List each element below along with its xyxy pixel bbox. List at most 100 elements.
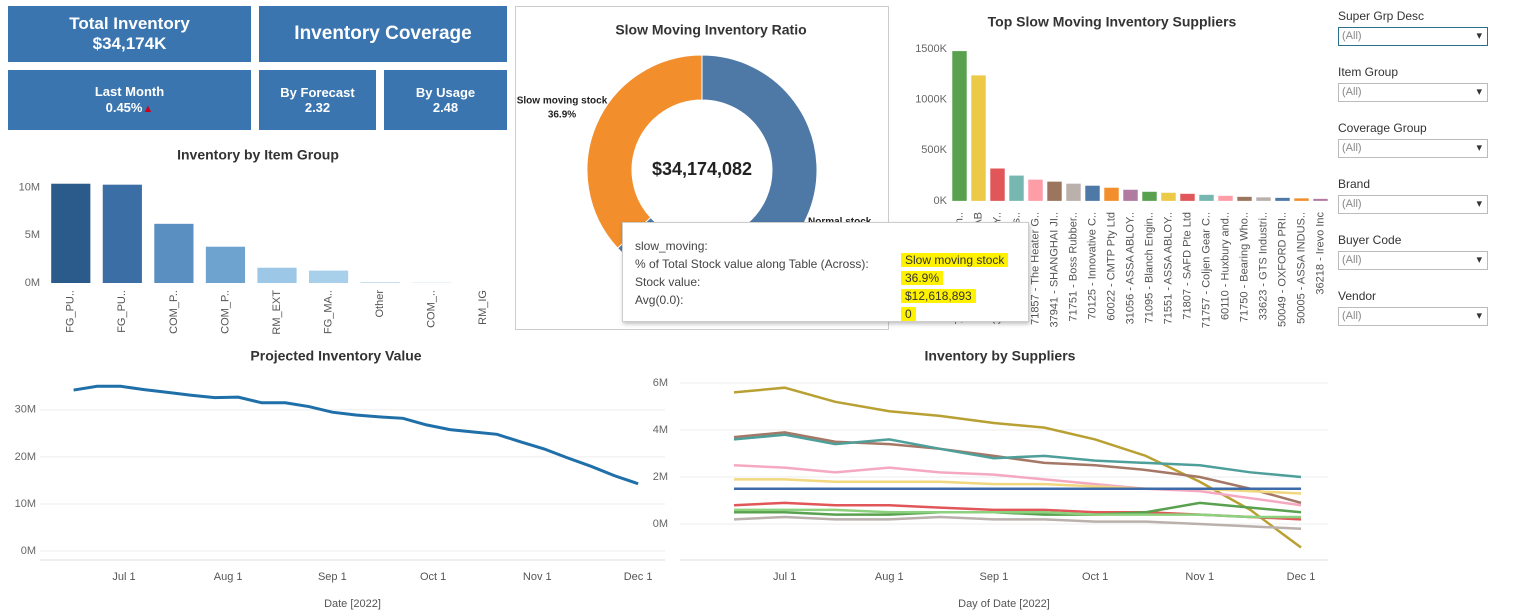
- x-tick-label: Aug 1: [875, 571, 904, 583]
- x-tick-label: Dec 1: [624, 571, 653, 583]
- bar: [1047, 181, 1062, 201]
- x-tick-label: Sep 1: [980, 571, 1009, 583]
- x-tick-label: 33623 - GTS Industri..: [1257, 212, 1269, 320]
- filter-label: Super Grp Desc: [1338, 9, 1425, 23]
- tooltip-row: slow_moving: Slow moving stock: [635, 239, 1025, 267]
- chart-title: Projected Inventory Value: [250, 348, 421, 364]
- filter: Buyer Code (All): [1338, 233, 1488, 270]
- bar: [1294, 198, 1309, 201]
- series-line: [734, 508, 1301, 519]
- x-tick-label: 70125 - Innovative C..: [1086, 212, 1098, 320]
- series-line: [733, 433, 1302, 479]
- series-line: [733, 464, 1302, 507]
- bar: [102, 184, 142, 283]
- filter-dropdown[interactable]: (All): [1338, 83, 1488, 102]
- bar: [952, 51, 967, 201]
- x-tick-label: 71751 - Boss Rubber..: [1067, 212, 1079, 321]
- x-tick-label: FG_PU..: [65, 290, 77, 333]
- y-tick-label: 10M: [15, 498, 36, 510]
- x-tick-label: 71757 - Coljen Gear C..: [1200, 212, 1212, 328]
- y-tick-label: 30M: [15, 404, 36, 416]
- chart-title: Inventory by Item Group: [177, 147, 339, 163]
- x-tick-label: 31056 - ASSA ABLOY..: [1124, 212, 1136, 324]
- series-line: [733, 515, 1302, 530]
- y-tick-label: 1000K: [915, 94, 947, 106]
- x-tick-label: RM_EXT: [271, 290, 283, 335]
- bar: [308, 270, 349, 283]
- bar: [257, 267, 297, 283]
- filter: Coverage Group (All): [1338, 121, 1488, 158]
- x-axis-label: Date [2022]: [324, 598, 381, 610]
- filter-dropdown[interactable]: (All): [1338, 195, 1488, 214]
- x-tick-label: 71095 - Blanch Engin..: [1143, 212, 1155, 323]
- kpi-title: By Usage: [415, 85, 476, 100]
- y-tick-label: 2M: [653, 471, 668, 483]
- y-tick-label: 6M: [653, 377, 668, 389]
- filter-dropdown[interactable]: (All): [1338, 27, 1488, 46]
- kpi-tile: By Usage 2.48: [384, 70, 507, 130]
- y-tick-label: 1500K: [915, 43, 947, 55]
- kpi-value: $34,174K: [92, 34, 167, 53]
- kpi-title: Total Inventory: [69, 14, 190, 33]
- y-tick-label: 0M: [21, 545, 36, 557]
- donut-center: $34,174,082: [652, 159, 752, 179]
- slice-value-label: 36.9%: [548, 110, 576, 121]
- bar: [51, 183, 91, 283]
- x-tick-label: Oct 1: [1082, 571, 1108, 583]
- bar: [1313, 198, 1328, 201]
- bar: [1256, 197, 1271, 201]
- slice-label: Slow moving stock: [517, 96, 608, 107]
- tooltip-value: 0: [901, 307, 916, 321]
- x-tick-label: 71807 - SAFD Pte Ltd: [1181, 212, 1193, 320]
- x-tick-label: 37941 - SHANGHAI JI..: [1048, 212, 1060, 328]
- bar: [971, 75, 986, 201]
- y-tick-label: 20M: [15, 451, 36, 463]
- bar: [990, 168, 1005, 201]
- y-tick-label: 0M: [25, 277, 40, 289]
- x-tick-label: FG_PU..: [116, 290, 128, 333]
- kpi-title: Last Month: [94, 83, 165, 99]
- filter-label: Brand: [1338, 177, 1371, 191]
- filter-dropdown[interactable]: (All): [1338, 251, 1488, 270]
- up-icon: ▲: [142, 102, 154, 115]
- filter: Vendor (All): [1338, 289, 1488, 326]
- x-tick-label: Nov 1: [1185, 571, 1214, 583]
- filter: Item Group (All): [1338, 65, 1488, 102]
- filter: Brand (All): [1338, 177, 1488, 214]
- bar: [1123, 189, 1138, 201]
- bar: [1009, 175, 1024, 201]
- x-tick-label: Oct 1: [420, 571, 446, 583]
- x-tick-label: 50005 - ASSA INDUS..: [1295, 212, 1307, 324]
- bar: [1218, 195, 1233, 201]
- kpi-value: 2.32: [304, 100, 331, 115]
- chart-title: Slow Moving Inventory Ratio: [615, 22, 806, 38]
- donut-frame: [515, 6, 889, 330]
- x-tick-label: 60110 - Huxbury and..: [1219, 212, 1231, 320]
- bar: [1142, 191, 1157, 201]
- x-tick-label: COM_..: [426, 290, 438, 328]
- tooltip-row: Stock value: $12,618,893: [635, 275, 1025, 303]
- chart-title: Top Slow Moving Inventory Suppliers: [988, 14, 1237, 30]
- filter-label: Item Group: [1338, 65, 1399, 79]
- bar: [1237, 196, 1252, 201]
- filter-label: Buyer Code: [1338, 233, 1402, 247]
- series-line: [733, 386, 1302, 549]
- x-tick-label: COM_P..: [168, 290, 180, 334]
- chart-title: Inventory by Suppliers: [925, 348, 1076, 364]
- x-tick-label: 71857 - The Heater G..: [1029, 212, 1041, 325]
- filter-dropdown[interactable]: (All): [1338, 139, 1488, 158]
- x-tick-label: Dec 1: [1287, 571, 1316, 583]
- x-tick-label: Nov 1: [523, 571, 552, 583]
- x-tick-label: 60022 - CMTP Pty Ltd: [1105, 212, 1117, 321]
- y-tick-label: 5M: [25, 229, 40, 241]
- kpi-value: 0.45%: [105, 99, 143, 115]
- kpi-title: By Forecast: [280, 85, 355, 100]
- x-tick-label: 36218 - Irevo Inc: [1314, 212, 1326, 295]
- bar: [360, 282, 400, 283]
- x-axis-label: Day of Date [2022]: [958, 598, 1050, 610]
- x-tick-label: Aug 1: [214, 571, 243, 583]
- kpi-tile: Total Inventory $34,174K: [8, 6, 251, 62]
- donut-slice: [586, 54, 703, 249]
- filter-dropdown[interactable]: (All): [1338, 307, 1488, 326]
